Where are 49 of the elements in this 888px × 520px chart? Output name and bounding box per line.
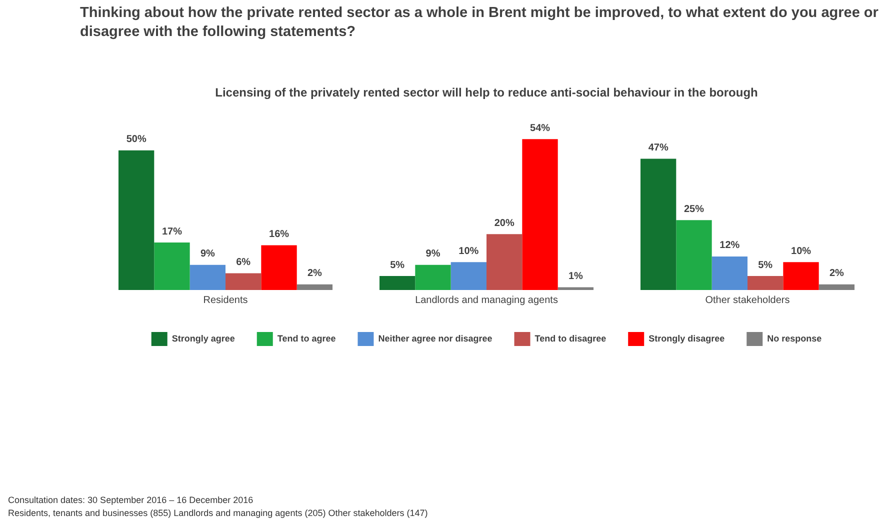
bar <box>450 262 486 290</box>
data-label: 54% <box>530 122 550 134</box>
data-label: 5% <box>758 260 773 271</box>
x-tick-label: Other stakeholders <box>705 294 790 306</box>
bar <box>676 220 712 290</box>
bar <box>118 150 154 290</box>
legend-label: Neither agree nor disagree <box>378 333 492 344</box>
bar <box>783 262 819 290</box>
data-label: 17% <box>162 226 182 238</box>
data-label: 6% <box>236 256 251 268</box>
legend-label: No response <box>767 333 822 344</box>
text: Consultation dates: 30 September 2016 – 16 December 2016 <box>8 494 254 507</box>
chart-title: Thinking about how the private rented sector as a whole in Brent might be improved, to what extent do you agree or disagree with the following statements? <box>80 4 880 42</box>
data-label: 2% <box>307 268 322 280</box>
bar <box>261 245 297 290</box>
x-tick-label: Landlords and managing agents <box>415 294 558 306</box>
data-label: 50% <box>126 134 146 146</box>
bar <box>190 264 226 290</box>
legend-label: Tend to disagree <box>534 333 606 344</box>
chart-subtitle: Licensing of the privately rented sector will help to reduce anti-social behaviour in the borough <box>215 86 758 100</box>
data-label: 20% <box>494 218 514 229</box>
data-label: 2% <box>829 268 844 280</box>
data-label: 5% <box>390 260 405 271</box>
data-label: 25% <box>684 204 704 215</box>
text: Residents, tenants and businesses (855) Landlords and managing agents (205) Other stakeholders (147) <box>8 507 428 520</box>
data-label: 9% <box>200 248 215 260</box>
bar <box>640 158 676 290</box>
x-tick-label: Residents <box>203 294 248 306</box>
bar <box>522 139 558 290</box>
legend-label: Tend to agree <box>277 333 336 344</box>
legend-label: Strongly disagree <box>648 333 725 344</box>
bar <box>558 287 594 290</box>
data-label: 9% <box>426 248 440 260</box>
bar <box>486 234 522 290</box>
data-label: 10% <box>790 246 812 257</box>
bar <box>296 284 333 290</box>
data-label: 1% <box>568 270 584 282</box>
bar <box>154 242 190 290</box>
bar <box>748 276 784 290</box>
bar <box>379 276 416 290</box>
legend-label: Strongly agree <box>172 333 235 344</box>
bar <box>415 264 451 290</box>
data-label: 10% <box>458 246 479 257</box>
bar <box>818 284 855 290</box>
data-label: 47% <box>648 142 668 154</box>
bar <box>712 256 748 290</box>
data-label: 12% <box>720 240 740 252</box>
bar <box>226 273 262 290</box>
data-label: 16% <box>268 229 290 240</box>
